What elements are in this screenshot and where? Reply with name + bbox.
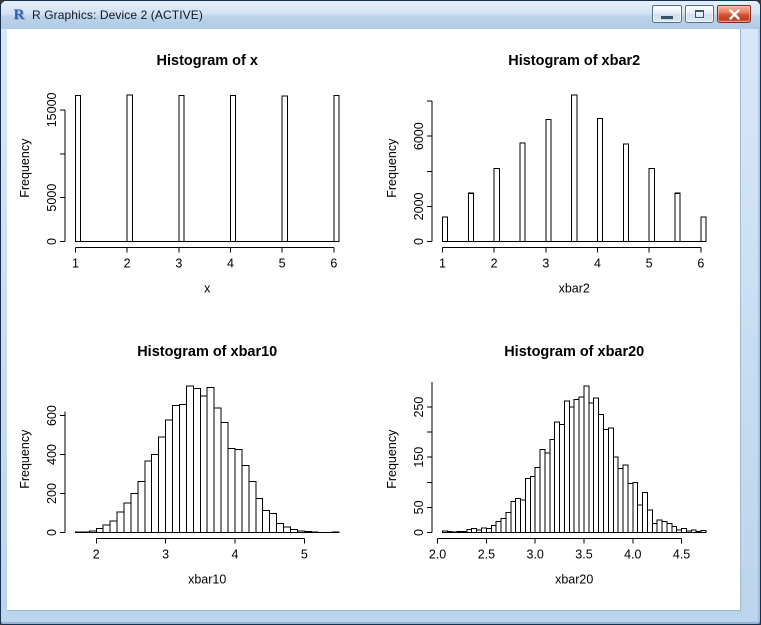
svg-text:3.0: 3.0 <box>526 547 543 561</box>
svg-text:6: 6 <box>330 256 337 270</box>
svg-text:Frequency: Frequency <box>18 138 32 198</box>
svg-text:15000: 15000 <box>45 92 59 127</box>
svg-text:4: 4 <box>594 256 601 270</box>
svg-text:1: 1 <box>438 256 445 270</box>
svg-text:2.5: 2.5 <box>477 547 494 561</box>
svg-text:Histogram of xbar20: Histogram of xbar20 <box>504 344 644 360</box>
r-logo-icon: R <box>13 7 25 23</box>
svg-text:400: 400 <box>45 444 59 465</box>
svg-text:5000: 5000 <box>45 184 59 212</box>
svg-text:2: 2 <box>124 256 131 270</box>
svg-text:6: 6 <box>697 256 704 270</box>
svg-text:xbar2: xbar2 <box>558 281 589 295</box>
svg-text:xbar10: xbar10 <box>188 572 226 586</box>
window-controls <box>652 5 751 23</box>
histogram-xbar20: Histogram of xbar20 2.0 2.5 3.0 3.5 4.0 4.5 xba… <box>384 344 706 586</box>
svg-text:Histogram of xbar2: Histogram of xbar2 <box>508 53 640 69</box>
svg-text:4.0: 4.0 <box>624 547 641 561</box>
svg-text:0: 0 <box>411 238 425 245</box>
svg-text:150: 150 <box>411 446 425 467</box>
svg-text:0: 0 <box>411 528 425 535</box>
close-icon <box>728 8 740 20</box>
minimize-button[interactable] <box>652 5 682 23</box>
svg-text:Histogram of xbar10: Histogram of xbar10 <box>137 344 277 360</box>
histogram-x: Histogram of x 1 2 3 4 5 6 x 0 5000 15000 Frequency <box>18 53 340 295</box>
svg-text:6000: 6000 <box>411 122 425 150</box>
svg-text:0: 0 <box>45 238 59 245</box>
histogram-xbar10: Histogram of xbar10 2 3 4 5 xbar10 0 200 400 600 F… <box>18 344 340 586</box>
svg-text:200: 200 <box>45 483 59 504</box>
svg-text:Frequency: Frequency <box>18 428 32 488</box>
maximize-icon <box>695 10 704 18</box>
svg-text:2000: 2000 <box>411 192 425 220</box>
minimize-icon <box>661 15 673 20</box>
histogram-xbar2: Histogram of xbar2 1 2 3 4 5 6 xbar2 0 2000 6000 Fr… <box>384 53 706 295</box>
svg-text:600: 600 <box>45 405 59 426</box>
svg-text:5: 5 <box>279 256 286 270</box>
svg-text:2: 2 <box>93 547 100 561</box>
titlebar[interactable]: R R Graphics: Device 2 (ACTIVE) <box>1 1 760 29</box>
svg-text:250: 250 <box>411 396 425 417</box>
svg-text:xbar20: xbar20 <box>555 572 593 586</box>
maximize-button[interactable] <box>685 5 714 23</box>
svg-text:Frequency: Frequency <box>384 428 398 488</box>
svg-text:3: 3 <box>162 547 169 561</box>
svg-text:Histogram of x: Histogram of x <box>157 53 258 69</box>
close-button[interactable] <box>717 5 751 23</box>
svg-text:2.0: 2.0 <box>428 547 445 561</box>
plot-canvas: Histogram of x 1 2 3 4 5 6 x 0 5000 15000 Frequency… <box>7 29 741 611</box>
svg-text:5: 5 <box>645 256 652 270</box>
svg-text:2: 2 <box>490 256 497 270</box>
svg-text:4.5: 4.5 <box>672 547 689 561</box>
svg-text:x: x <box>204 281 211 295</box>
svg-text:0: 0 <box>45 528 59 535</box>
svg-text:3: 3 <box>542 256 549 270</box>
svg-text:3.5: 3.5 <box>575 547 592 561</box>
svg-text:50: 50 <box>411 500 425 514</box>
svg-text:Frequency: Frequency <box>384 138 398 198</box>
svg-text:4: 4 <box>231 547 238 561</box>
window-title: R Graphics: Device 2 (ACTIVE) <box>32 8 203 22</box>
svg-text:4: 4 <box>227 256 234 270</box>
svg-text:1: 1 <box>72 256 79 270</box>
svg-text:3: 3 <box>175 256 182 270</box>
svg-text:5: 5 <box>301 547 308 561</box>
